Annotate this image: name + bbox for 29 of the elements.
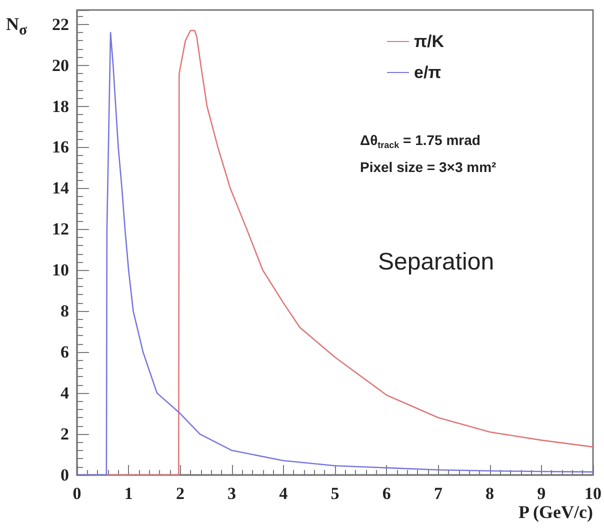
x-tick-label: 0 — [72, 484, 82, 503]
x-tick-label: 4 — [279, 484, 288, 503]
x-tick-label: 6 — [382, 484, 391, 503]
y-tick-label: 14 — [52, 178, 70, 198]
annotation: Pixel size = 3×3 mm² — [360, 159, 497, 175]
y-tick-label: 18 — [52, 96, 69, 116]
x-tick-label: 3 — [228, 484, 236, 503]
legend-label: π/K — [414, 32, 445, 51]
y-tick-label: 20 — [52, 56, 69, 75]
x-tick-label: 2 — [176, 484, 184, 503]
y-tick-label: 4 — [60, 384, 70, 403]
x-tick-label: 1 — [124, 484, 133, 503]
y-tick-label: 10 — [52, 260, 69, 280]
y-tick-label: 0 — [60, 466, 69, 484]
y-tick-label: 8 — [60, 302, 69, 321]
x-tick-label: 7 — [434, 484, 443, 503]
y-tick-label: 22 — [52, 14, 69, 34]
y-tick-label: 16 — [52, 138, 69, 157]
x-axis-title: P (GeV/c) — [518, 502, 593, 522]
y-axis-title: N$_{σ}$ — [6, 14, 28, 40]
x-tick-label: 5 — [330, 484, 340, 503]
y-tick-label: 6 — [60, 342, 69, 362]
legend-label: e/π — [414, 63, 442, 82]
annotation: Separation — [378, 248, 494, 276]
y-tick-label: 2 — [60, 424, 69, 444]
x-tick-label: 9 — [537, 484, 546, 503]
x-tick-label: 8 — [486, 484, 494, 503]
y-tick-label: 12 — [52, 220, 69, 239]
x-tick-label: 10 — [584, 484, 602, 503]
